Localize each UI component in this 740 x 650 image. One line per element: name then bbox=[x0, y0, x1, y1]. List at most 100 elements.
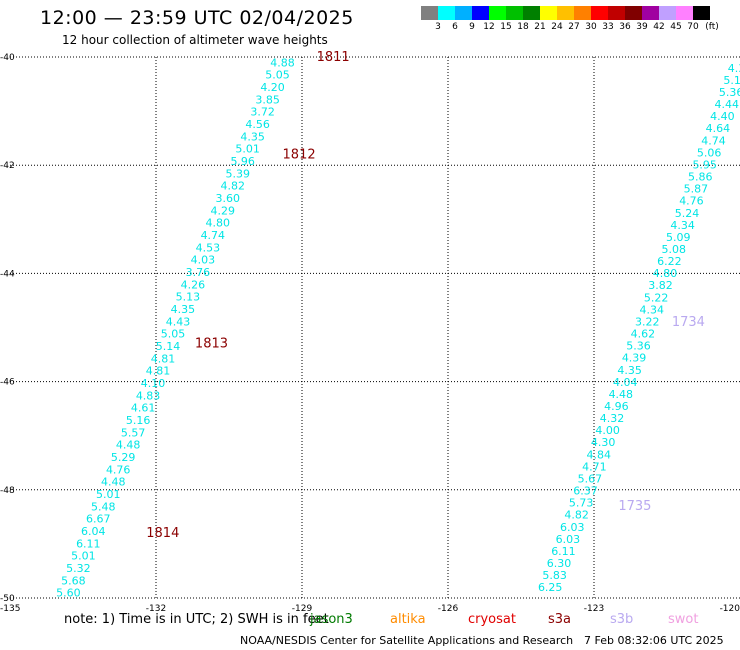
wave-height-value: 5.05 bbox=[161, 328, 186, 341]
legend-label: 21 bbox=[534, 22, 546, 32]
wave-height-value: 5.57 bbox=[121, 426, 146, 439]
legend-label: 33 bbox=[602, 22, 614, 32]
legend-swatch bbox=[608, 6, 625, 20]
time-label: 1811 bbox=[317, 50, 350, 65]
chart-title: 12:00 — 23:59 UTC 02/04/2025 bbox=[40, 7, 354, 29]
wave-height-value: 5.05 bbox=[265, 69, 290, 82]
wave-height-value: 4.80 bbox=[653, 267, 678, 280]
wave-height-value: 4.35 bbox=[617, 364, 642, 377]
wave-height-value: 6.04 bbox=[81, 525, 106, 538]
legend-swatch bbox=[676, 6, 693, 20]
wave-height-value: 4.82 bbox=[220, 180, 245, 193]
wave-height-value: 4.64 bbox=[706, 122, 731, 135]
wave-height-value: 4.32 bbox=[600, 412, 625, 425]
legend-label: 30 bbox=[585, 22, 597, 32]
wave-height-value: 5.36 bbox=[719, 86, 740, 99]
legend-label: 6 bbox=[452, 22, 458, 32]
wave-height-value: 6.25 bbox=[538, 581, 563, 594]
wave-height-value: 4.48 bbox=[101, 476, 126, 489]
satellite-altika: altika bbox=[390, 612, 426, 627]
wave-height-value: 4.00 bbox=[595, 424, 620, 437]
wave-height-value: 5.14 bbox=[156, 340, 181, 353]
legend-label: 9 bbox=[469, 22, 475, 32]
wave-height-value: 4.56 bbox=[245, 118, 270, 131]
footer-note: note: 1) Time is in UTC; 2) SWH is in fe… bbox=[64, 612, 329, 627]
wave-height-value: 3.85 bbox=[255, 93, 280, 106]
x-tick-label: -132 bbox=[146, 604, 166, 614]
wave-height-value: 4.35 bbox=[171, 303, 196, 316]
legend-swatch bbox=[489, 6, 506, 20]
wave-height-value: 5.36 bbox=[626, 340, 651, 353]
y-tick-label: -42 bbox=[0, 161, 15, 171]
time-label: 1814 bbox=[146, 526, 179, 541]
wave-height-value: 5.83 bbox=[542, 569, 567, 582]
x-tick-label: -120 bbox=[720, 604, 740, 614]
legend-label: 27 bbox=[568, 22, 580, 32]
time-label: 1734 bbox=[672, 315, 705, 330]
legend-swatch bbox=[591, 6, 608, 20]
wave-height-value: 4.39 bbox=[728, 62, 740, 75]
legend-swatch bbox=[659, 6, 676, 20]
wave-height-value: 4.96 bbox=[604, 400, 629, 413]
legend-swatch bbox=[642, 6, 659, 20]
time-label: 1812 bbox=[283, 147, 316, 162]
wave-height-value: 5.16 bbox=[126, 414, 151, 427]
wave-height-value: 4.39 bbox=[622, 352, 647, 365]
wave-height-value: 4.43 bbox=[166, 315, 191, 328]
legend-swatch bbox=[693, 6, 710, 20]
wave-height-value: 5.48 bbox=[91, 500, 116, 513]
wave-height-value: 6.37 bbox=[573, 485, 598, 498]
legend-label: 70 bbox=[687, 22, 699, 32]
wave-height-value: 3.22 bbox=[635, 315, 660, 328]
wave-height-value: 5.24 bbox=[675, 207, 700, 220]
wave-height-value: 5.18 bbox=[723, 74, 740, 87]
y-tick-label: -46 bbox=[0, 378, 15, 388]
time-label: 1735 bbox=[618, 499, 651, 514]
wave-height-value: 5.95 bbox=[692, 158, 717, 171]
wave-height-value: 5.06 bbox=[697, 146, 722, 159]
legend-swatch bbox=[540, 6, 557, 20]
wave-height-value: 5.60 bbox=[56, 587, 81, 600]
wave-height-value: 6.30 bbox=[547, 557, 572, 570]
wave-height-value: 4.71 bbox=[582, 460, 607, 473]
wave-height-value: 4.40 bbox=[710, 110, 735, 123]
wave-height-value: 4.10 bbox=[141, 377, 166, 390]
x-tick-label: -135 bbox=[0, 604, 20, 614]
legend-swatch bbox=[574, 6, 591, 20]
legend-label: 42 bbox=[653, 22, 665, 32]
wave-height-value: 4.26 bbox=[181, 278, 206, 291]
legend-swatch bbox=[438, 6, 455, 20]
legend-label: 3 bbox=[435, 22, 441, 32]
wave-height-value: 5.29 bbox=[111, 451, 136, 464]
wave-height-value: 4.74 bbox=[201, 229, 226, 242]
y-tick-label: -50 bbox=[0, 594, 15, 604]
satellite-jason3: jason3 bbox=[310, 612, 353, 627]
wave-height-value: 4.48 bbox=[609, 388, 634, 401]
wave-height-value: 5.01 bbox=[235, 143, 260, 156]
wave-height-value: 6.67 bbox=[86, 513, 111, 526]
legend-swatch bbox=[472, 6, 489, 20]
satellite-swot: swot bbox=[668, 612, 699, 627]
legend-unit: (ft) bbox=[705, 22, 719, 32]
wave-height-value: 5.22 bbox=[644, 291, 669, 304]
legend-label: 18 bbox=[517, 22, 529, 32]
satellite-cryosat: cryosat bbox=[468, 612, 516, 627]
wave-height-value: 6.03 bbox=[560, 521, 585, 534]
wave-height-value: 4.34 bbox=[670, 219, 695, 232]
wave-height-value: 3.60 bbox=[216, 192, 241, 205]
wave-height-value: 4.80 bbox=[206, 217, 231, 230]
wave-height-value: 4.84 bbox=[587, 448, 612, 461]
wave-height-value: 4.04 bbox=[613, 376, 638, 389]
wave-height-value: 5.08 bbox=[662, 243, 687, 256]
legend-swatch bbox=[455, 6, 472, 20]
wave-height-value: 4.29 bbox=[211, 204, 236, 217]
wave-height-value: 5.87 bbox=[684, 183, 709, 196]
legend-swatch bbox=[625, 6, 642, 20]
wave-height-value: 6.11 bbox=[551, 545, 576, 558]
legend-swatch bbox=[557, 6, 574, 20]
legend-swatch bbox=[523, 6, 540, 20]
legend-label: 12 bbox=[483, 22, 495, 32]
wave-height-value: 5.68 bbox=[61, 574, 86, 587]
footer-timestamp: 7 Feb 08:32:06 UTC 2025 bbox=[584, 634, 724, 647]
